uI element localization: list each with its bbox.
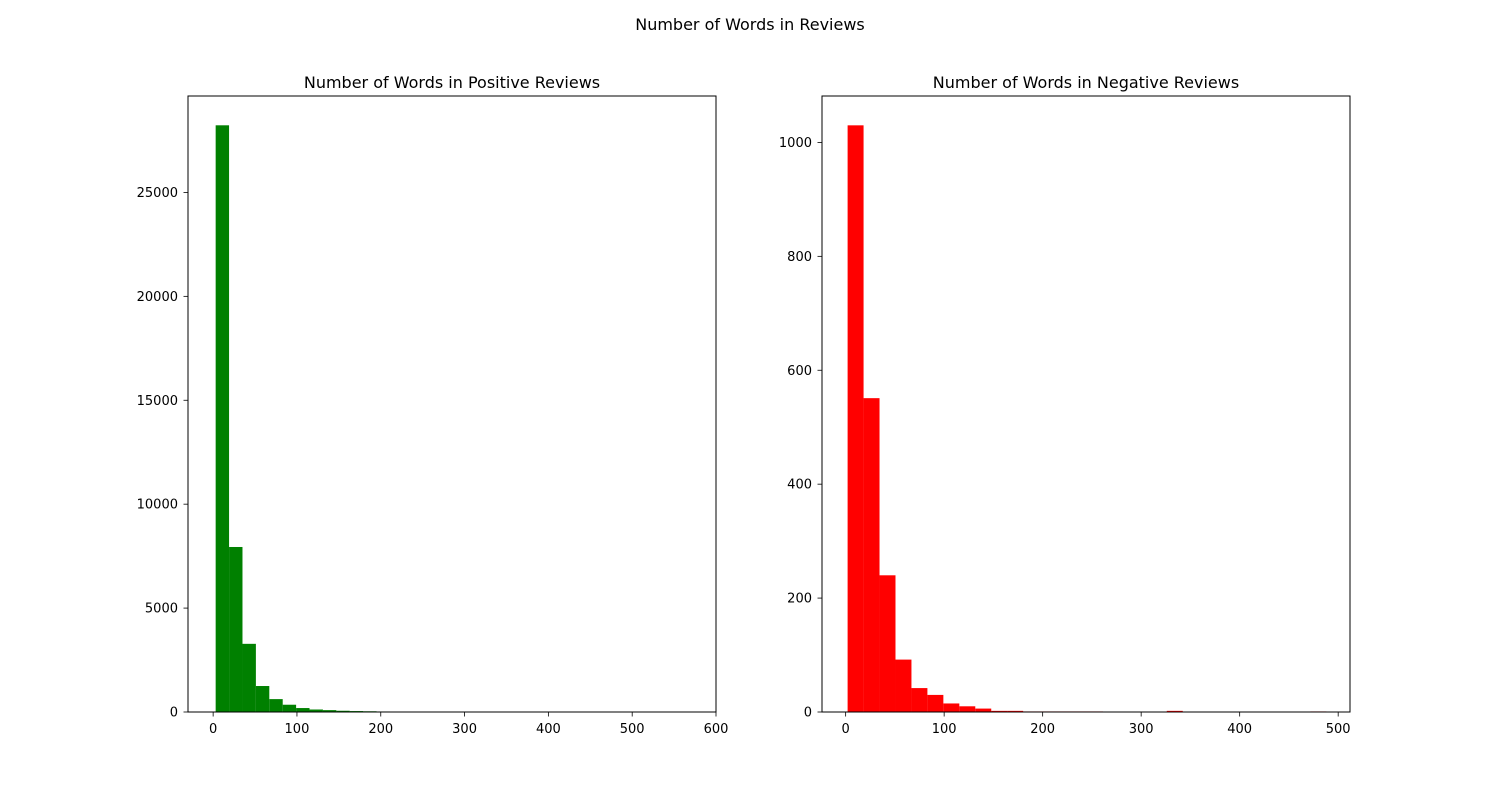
positive-x-tick-label: 500 xyxy=(620,722,645,737)
positive-histogram-bar xyxy=(215,125,230,713)
positive-histogram-bar xyxy=(309,709,323,712)
negative-histogram-bar xyxy=(991,710,1008,712)
positive-y-tick-label: 15000 xyxy=(137,394,178,409)
negative-histogram-bar xyxy=(911,688,928,712)
negative-histogram-bar xyxy=(863,398,880,712)
negative-histogram-bar xyxy=(879,575,896,712)
negative-histogram-bar xyxy=(943,703,960,712)
positive-histogram-bar xyxy=(242,643,256,712)
positive-histogram-bar xyxy=(269,699,283,712)
negative-x-tick-label: 200 xyxy=(1030,722,1055,737)
negative-histogram-ticks: 0 100 200 300 400 500 0 200 400 600 800 1000 xyxy=(779,136,1351,737)
positive-y-tick-label: 0 xyxy=(170,706,178,721)
negative-reviews-histogram: Number of Words in Negative Reviews 0 100… xyxy=(779,73,1351,737)
negative-histogram-title: Number of Words in Negative Reviews xyxy=(933,73,1239,92)
positive-histogram-bar xyxy=(229,546,243,712)
negative-histogram-bar xyxy=(895,659,912,712)
negative-histogram-bar xyxy=(1166,710,1183,712)
positive-y-tick-label: 5000 xyxy=(145,602,178,617)
negative-histogram-bar xyxy=(975,708,992,712)
negative-x-tick-label: 100 xyxy=(932,722,957,737)
positive-histogram-bar xyxy=(296,708,310,712)
negative-x-tick-label: 300 xyxy=(1129,722,1154,737)
positive-histogram-frame xyxy=(187,95,717,713)
negative-y-tick-label: 400 xyxy=(787,478,812,493)
positive-x-tick-label: 0 xyxy=(209,722,217,737)
positive-y-tick-label: 10000 xyxy=(137,498,178,513)
negative-histogram-bars xyxy=(847,125,1327,712)
figure-suptitle: Number of Words in Reviews xyxy=(635,15,865,34)
negative-y-tick-label: 200 xyxy=(787,592,812,607)
positive-y-tick-label: 20000 xyxy=(137,290,178,305)
positive-histogram-bar xyxy=(336,710,350,712)
positive-reviews-histogram: Number of Words in Positive Reviews 0 100… xyxy=(137,73,729,737)
negative-histogram-bar xyxy=(1007,710,1024,712)
positive-histogram-ticks: 0 100 200 300 400 500 600 0 5000 10000 15000 20000 2… xyxy=(137,186,729,737)
negative-y-tick-label: 0 xyxy=(804,706,812,721)
positive-x-tick-label: 600 xyxy=(704,722,729,737)
positive-x-tick-label: 200 xyxy=(368,722,393,737)
negative-histogram-frame xyxy=(821,95,1351,713)
negative-histogram-bar xyxy=(847,125,864,712)
negative-histogram-bar xyxy=(959,706,976,712)
negative-x-tick-label: 400 xyxy=(1227,722,1252,737)
positive-histogram-bar xyxy=(255,686,270,712)
negative-y-tick-label: 1000 xyxy=(779,136,812,151)
positive-histogram-bar xyxy=(322,710,337,712)
positive-x-tick-label: 100 xyxy=(285,722,310,737)
positive-histogram-bar xyxy=(282,704,297,712)
negative-x-tick-label: 0 xyxy=(842,722,850,737)
positive-histogram-title: Number of Words in Positive Reviews xyxy=(304,73,600,92)
positive-x-tick-label: 400 xyxy=(536,722,561,737)
negative-y-tick-label: 800 xyxy=(787,250,812,265)
negative-y-tick-label: 600 xyxy=(787,364,812,379)
positive-x-tick-label: 300 xyxy=(452,722,477,737)
negative-x-tick-label: 500 xyxy=(1326,722,1351,737)
positive-y-tick-label: 25000 xyxy=(137,186,178,201)
negative-histogram-bar xyxy=(927,694,944,712)
